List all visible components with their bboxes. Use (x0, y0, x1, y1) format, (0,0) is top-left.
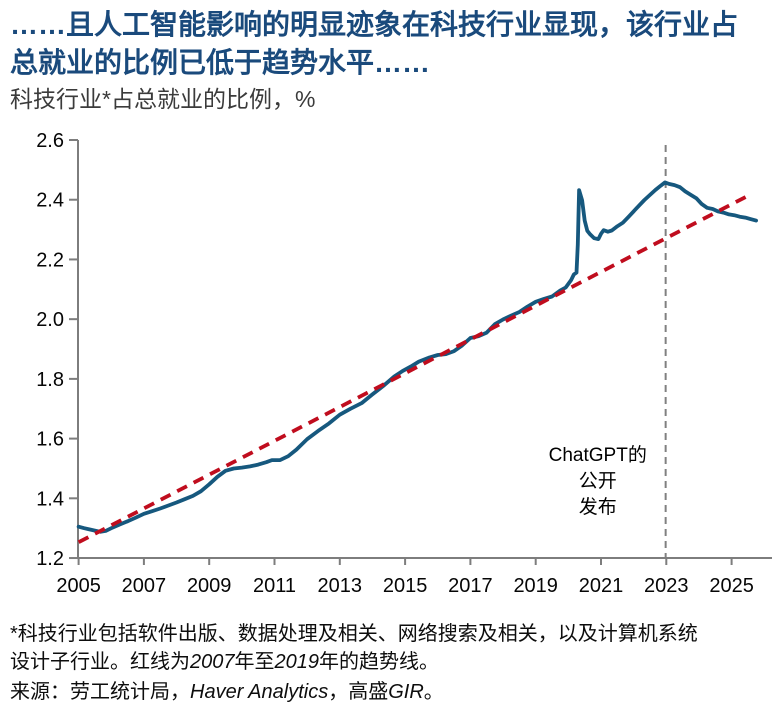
footnote-text-seg-3: 2019 (274, 651, 320, 673)
headline-line-1: ……且人工智能影响的明显迹象在科技行业显现，该行业占 (10, 9, 739, 40)
chart-subtitle: 科技行业*占总就业的比例，% (10, 86, 316, 112)
source-text-seg-2: ，高盛 (328, 681, 389, 703)
footnote-block: *科技行业包括软件出版、数据处理及相关、网络搜索及相关，以及计算机系统 设计子行… (10, 620, 770, 704)
chatgpt-annotation-line-1: ChatGPT的 (549, 444, 647, 466)
x-tick-label: 2011 (253, 575, 296, 597)
trend-line (77, 194, 749, 544)
tech-employment-share-line-chart: 2.6 2.4 2.2 2.0 1.8 1.6 1.4 1.2 2005 2007 2009 2011… (36, 130, 772, 597)
x-tick-label: 2023 (644, 575, 689, 597)
x-tick-label: 2025 (709, 575, 754, 597)
footnote-text-seg-1: 2007 (190, 651, 235, 673)
y-tick-label: 2.4 (36, 190, 64, 212)
x-tick-label: 2007 (122, 575, 167, 597)
actual-share-line (76, 180, 758, 534)
footnote-text-seg-0: 设计子行业。红线为 (10, 651, 190, 673)
chart-headline: ……且人工智能影响的明显迹象在科技行业显现，该行业占 总就业的比例已低于趋势水平… (10, 6, 774, 82)
source-text-seg-4: 。 (423, 681, 444, 703)
x-tick-label: 2015 (383, 575, 428, 597)
y-tick-label: 2.2 (36, 249, 64, 271)
x-tick-label: 2005 (56, 575, 101, 597)
footnote-text-seg-4: 年的趋势线。 (319, 651, 439, 673)
x-tick-label: 2019 (513, 575, 558, 597)
source-line: 来源：劳工统计局，Haver Analytics，高盛GIR。 (10, 678, 770, 704)
chatgpt-annotation-line-3: 发布 (579, 496, 617, 518)
footnote-text-seg-0: *科技行业包括软件出版、数据处理及相关、网络搜索及相关，以及计算机系统 (10, 623, 698, 645)
source-text-seg-3: GIR (388, 681, 424, 703)
footnote-line-1: *科技行业包括软件出版、数据处理及相关、网络搜索及相关，以及计算机系统 (10, 620, 770, 648)
footnote-text-seg-2: 年至 (234, 651, 275, 673)
x-tick-label: 2017 (448, 575, 493, 597)
y-tick-label: 1.4 (36, 488, 64, 510)
chatgpt-annotation-line-2: 公开 (579, 471, 617, 492)
y-tick-label: 1.8 (36, 369, 64, 391)
source-text-seg-1: Haver Analytics (190, 681, 329, 703)
y-tick-label: 2.6 (36, 130, 64, 152)
axis-frame (77, 140, 772, 559)
x-tick-label: 2013 (318, 575, 363, 597)
x-tick-label: 2021 (579, 575, 624, 597)
y-tick-label: 1.2 (36, 548, 64, 570)
source-text-seg-0: 来源：劳工统计局， (10, 681, 190, 703)
y-tick-label: 1.6 (36, 429, 64, 451)
y-tick-label: 2.0 (36, 309, 64, 331)
footnote-line-2: 设计子行业。红线为2007年至2019年的趋势线。 (10, 648, 770, 676)
headline-line-2: 总就业的比例已低于趋势水平…… (10, 47, 431, 78)
x-tick-label: 2009 (187, 575, 232, 597)
